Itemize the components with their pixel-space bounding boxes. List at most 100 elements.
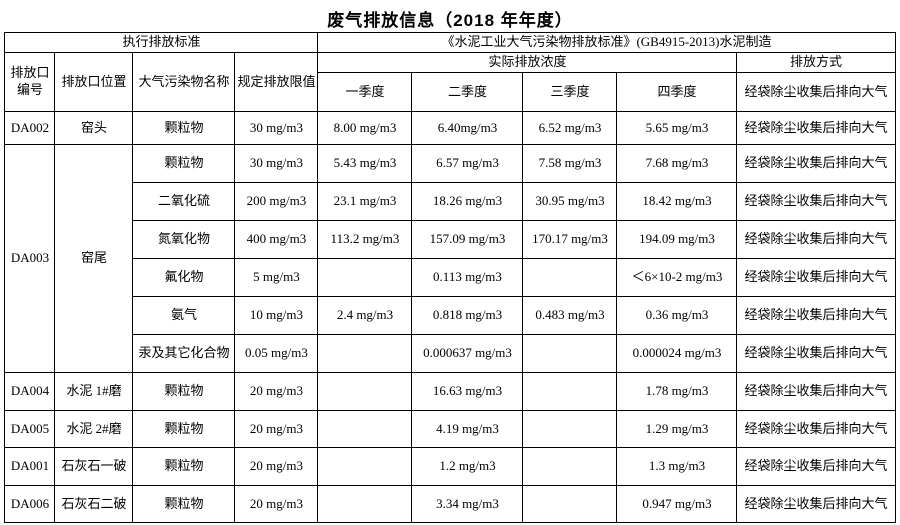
cell-discharge-mode: 经袋除尘收集后排向大气 xyxy=(736,447,896,486)
cell-q1: 113.2 mg/m3 xyxy=(317,220,413,259)
cell-q1: 23.1 mg/m3 xyxy=(317,182,413,221)
cell-limit: 400 mg/m3 xyxy=(234,220,319,259)
cell-q2: 0.818 mg/m3 xyxy=(411,296,524,335)
cell-outlet-id: DA006 xyxy=(4,485,56,523)
cell-q1: 8.00 mg/m3 xyxy=(317,111,413,145)
cell-discharge-mode: 经袋除尘收集后排向大气 xyxy=(736,144,896,183)
table-row: DA006 石灰石二破 颗粒物 20 mg/m3 3.34 mg/m3 0.94… xyxy=(4,485,896,523)
cell-outlet-id: DA005 xyxy=(4,410,56,448)
table-row: 氨气 10 mg/m3 2.4 mg/m3 0.818 mg/m3 0.483 … xyxy=(5,296,896,335)
cell-q3 xyxy=(522,485,618,523)
cell-q1 xyxy=(317,485,413,523)
cell-discharge-mode: 经袋除尘收集后排向大气 xyxy=(736,220,896,259)
cell-discharge-mode: 经袋除尘收集后排向大气 xyxy=(736,182,896,221)
cell-pollutant: 氨气 xyxy=(132,296,236,335)
table-row: 二氧化硫 200 mg/m3 23.1 mg/m3 18.26 mg/m3 30… xyxy=(5,182,896,221)
cell-pollutant: 颗粒物 xyxy=(132,447,236,486)
header-discharge-mode: 排放方式 xyxy=(736,52,896,73)
header-row-3: 一季度 二季度 三季度 四季度 经袋除尘收集后排向大气 xyxy=(5,72,896,112)
cell-outlet-location: 水泥 1#磨 xyxy=(54,372,134,411)
cell-outlet-location: 水泥 2#磨 xyxy=(54,410,134,448)
table-row: DA005 水泥 2#磨 颗粒物 20 mg/m3 4.19 mg/m3 1.2… xyxy=(4,410,896,448)
cell-q4: 0.36 mg/m3 xyxy=(616,296,738,335)
cell-limit: 0.05 mg/m3 xyxy=(234,334,319,373)
header-standard-name: 《水泥工业大气污染物排放标准》(GB4915-2013)水泥制造 xyxy=(317,32,896,53)
header-outlet-location: 排放口位置 xyxy=(54,52,134,112)
header-pollutant-name: 大气污染物名称 xyxy=(132,52,236,112)
cell-outlet-location: 窑头 xyxy=(54,111,134,145)
cell-q4: 1.29 mg/m3 xyxy=(616,410,738,448)
cell-pollutant: 颗粒物 xyxy=(132,144,236,183)
header-quarter-q4: 四季度 xyxy=(616,72,738,112)
cell-q2: 6.40mg/m3 xyxy=(411,111,524,145)
header-actual-concentration: 实际排放浓度 xyxy=(317,52,738,73)
cell-q3 xyxy=(522,372,618,411)
cell-q3 xyxy=(522,258,618,297)
cell-q2: 1.2 mg/m3 xyxy=(411,447,524,486)
cell-discharge-mode: 经袋除尘收集后排向大气 xyxy=(736,258,896,297)
cell-q1 xyxy=(317,447,413,486)
cell-q3: 30.95 mg/m3 xyxy=(522,182,618,221)
header-discharge-mode-desc: 经袋除尘收集后排向大气 xyxy=(736,72,896,112)
cell-q2: 0.113 mg/m3 xyxy=(411,258,524,297)
cell-q2: 157.09 mg/m3 xyxy=(411,220,524,259)
cell-q4: 1.3 mg/m3 xyxy=(616,447,738,486)
cell-pollutant: 颗粒物 xyxy=(132,111,236,145)
cell-outlet-id: DA003 xyxy=(4,144,56,373)
page-title: 废气排放信息（2018 年年度） xyxy=(327,11,573,30)
table-row: DA002 窑头 颗粒物 30 mg/m3 8.00 mg/m3 6.40mg/… xyxy=(4,111,896,145)
cell-discharge-mode: 经袋除尘收集后排向大气 xyxy=(736,334,896,373)
cell-pollutant: 颗粒物 xyxy=(132,410,236,448)
cell-q4: 18.42 mg/m3 xyxy=(616,182,738,221)
cell-outlet-id: DA004 xyxy=(4,372,56,411)
cell-discharge-mode: 经袋除尘收集后排向大气 xyxy=(736,410,896,448)
cell-discharge-mode: 经袋除尘收集后排向大气 xyxy=(736,372,896,411)
table-row: 氮氧化物 400 mg/m3 113.2 mg/m3 157.09 mg/m3 … xyxy=(5,220,896,259)
header-exec-standard: 执行排放标准 xyxy=(4,32,319,53)
cell-limit: 200 mg/m3 xyxy=(234,182,319,221)
cell-limit: 5 mg/m3 xyxy=(234,258,319,297)
header-row-2: 排放口编号 排放口位置 大气污染物名称 规定排放限值 实际排放浓度 排放方式 xyxy=(4,52,896,112)
table-row: 氟化物 5 mg/m3 0.113 mg/m3 ＜6×10-2 mg/m3 经袋… xyxy=(5,258,896,297)
cell-outlet-location: 石灰石二破 xyxy=(54,485,134,523)
header-limit: 规定排放限值 xyxy=(234,52,319,112)
table-row: DA001 石灰石一破 颗粒物 20 mg/m3 1.2 mg/m3 1.3 m… xyxy=(4,447,896,486)
cell-pollutant: 氟化物 xyxy=(132,258,236,297)
cell-q2: 18.26 mg/m3 xyxy=(411,182,524,221)
cell-q1: 5.43 mg/m3 xyxy=(317,144,413,183)
cell-pollutant: 颗粒物 xyxy=(132,372,236,411)
header-quarter-q2: 二季度 xyxy=(411,72,524,112)
cell-q3: 0.483 mg/m3 xyxy=(522,296,618,335)
cell-pollutant: 二氧化硫 xyxy=(132,182,236,221)
cell-q3 xyxy=(522,410,618,448)
header-quarter-q1: 一季度 xyxy=(317,72,413,112)
cell-q1 xyxy=(317,258,413,297)
cell-q4: 5.65 mg/m3 xyxy=(616,111,738,145)
cell-pollutant: 颗粒物 xyxy=(132,485,236,523)
cell-q4: 7.68 mg/m3 xyxy=(616,144,738,183)
cell-q4: 0.947 mg/m3 xyxy=(616,485,738,523)
cell-q4: 0.000024 mg/m3 xyxy=(616,334,738,373)
emissions-table: 执行排放标准 《水泥工业大气污染物排放标准》(GB4915-2013)水泥制造 … xyxy=(4,32,896,523)
cell-outlet-location: 石灰石一破 xyxy=(54,447,134,486)
cell-discharge-mode: 经袋除尘收集后排向大气 xyxy=(736,111,896,145)
cell-pollutant: 汞及其它化合物 xyxy=(132,334,236,373)
cell-outlet-location: 窑尾 xyxy=(54,144,134,373)
cell-q4: 1.78 mg/m3 xyxy=(616,372,738,411)
cell-q3 xyxy=(522,334,618,373)
cell-limit: 30 mg/m3 xyxy=(234,144,319,183)
cell-q2: 4.19 mg/m3 xyxy=(411,410,524,448)
cell-q3: 7.58 mg/m3 xyxy=(522,144,618,183)
header-row-1: 执行排放标准 《水泥工业大气污染物排放标准》(GB4915-2013)水泥制造 xyxy=(4,32,896,53)
cell-q2: 0.000637 mg/m3 xyxy=(411,334,524,373)
table-row: 汞及其它化合物 0.05 mg/m3 0.000637 mg/m3 0.0000… xyxy=(5,334,896,373)
cell-q2: 3.34 mg/m3 xyxy=(411,485,524,523)
cell-pollutant: 氮氧化物 xyxy=(132,220,236,259)
header-quarter-q3: 三季度 xyxy=(522,72,618,112)
cell-q3 xyxy=(522,447,618,486)
cell-limit: 20 mg/m3 xyxy=(234,447,319,486)
cell-limit: 20 mg/m3 xyxy=(234,372,319,411)
cell-outlet-id: DA001 xyxy=(4,447,56,486)
table-row: DA004 水泥 1#磨 颗粒物 20 mg/m3 16.63 mg/m3 1.… xyxy=(4,372,896,411)
cell-q1 xyxy=(317,334,413,373)
